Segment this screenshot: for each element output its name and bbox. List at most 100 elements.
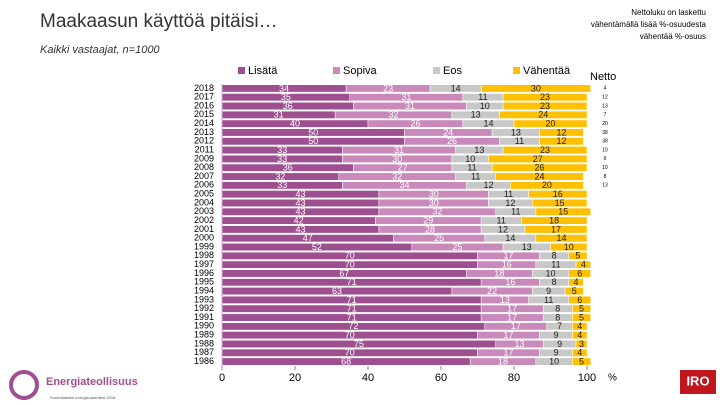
x-tick-label: 80	[508, 372, 520, 384]
data-label: 11	[511, 207, 520, 217]
data-label: 11	[471, 171, 480, 181]
y-tick-label: 2008	[194, 162, 214, 172]
data-label: 68	[341, 356, 351, 366]
data-label: 67	[339, 268, 349, 278]
y-tick-label: 2009	[194, 153, 214, 163]
legend-swatch	[333, 67, 340, 74]
x-tick-label: 40	[362, 372, 374, 384]
bar-segment	[575, 340, 588, 348]
bar-segment	[528, 190, 588, 199]
data-label: 5	[579, 312, 584, 322]
y-tick-label: 1990	[194, 321, 214, 331]
y-tick-label: 1987	[194, 347, 214, 357]
data-label: 11	[551, 260, 560, 270]
data-label: 12	[498, 224, 508, 234]
data-label: 70	[345, 348, 355, 358]
data-label: 4	[577, 330, 582, 340]
data-label: 20	[545, 119, 555, 129]
data-label: 32	[392, 171, 402, 181]
data-label: 32	[432, 207, 442, 217]
y-tick-label: 1998	[194, 250, 214, 260]
data-label: 17	[504, 251, 514, 261]
data-label: 11	[497, 215, 506, 225]
data-label: 10	[549, 356, 559, 366]
data-label: 5	[572, 286, 577, 296]
data-label: 71	[347, 312, 357, 322]
data-label: 50	[308, 136, 318, 146]
bar-segment	[539, 137, 584, 146]
note: vähentämällä lisää %-osuudesta	[591, 20, 707, 29]
data-label: 14	[451, 83, 461, 93]
netto-value: 38	[602, 130, 608, 136]
data-label: 31	[394, 145, 404, 155]
data-label: 11	[504, 189, 513, 199]
data-label: 72	[348, 321, 358, 331]
data-label: 30	[392, 154, 402, 164]
y-tick-label: 2018	[194, 83, 214, 93]
bar-segment	[539, 128, 584, 137]
data-label: 30	[531, 83, 541, 93]
netto-value: 38	[602, 139, 608, 145]
y-tick-label: 2015	[194, 109, 214, 119]
netto-value: 7	[604, 112, 607, 118]
x-unit: %	[608, 373, 617, 384]
data-label: 71	[347, 295, 357, 305]
data-label: 8	[552, 251, 557, 261]
data-label: 12	[556, 127, 566, 137]
data-label: 7	[557, 321, 562, 331]
chart-subtitle: Kaikki vastaajat, n=1000	[40, 44, 160, 56]
bar-segment	[535, 234, 588, 243]
y-tick-label: 1996	[194, 268, 214, 278]
data-label: 10	[480, 101, 490, 111]
netto-value: 8	[604, 174, 607, 180]
bar-segment	[488, 154, 588, 163]
legend-swatch	[433, 67, 440, 74]
data-label: 30	[429, 189, 439, 199]
legend-label: Lisätä	[248, 65, 278, 77]
bar-segment	[499, 110, 588, 119]
bar-segment	[572, 313, 591, 322]
legend-swatch	[238, 67, 245, 74]
y-tick-label: 2017	[194, 92, 214, 102]
data-label: 28	[425, 224, 435, 234]
netto-value: 13	[602, 183, 608, 189]
data-label: 23	[540, 101, 550, 111]
data-label: 6	[577, 268, 582, 278]
data-label: 70	[345, 251, 355, 261]
iro-logo	[680, 370, 716, 394]
data-label: 70	[345, 330, 355, 340]
y-tick-label: 2005	[194, 189, 214, 199]
y-tick-label: 2014	[194, 118, 214, 128]
bar-segment	[480, 84, 591, 93]
netto-value: 6	[604, 156, 607, 162]
data-label: 15	[558, 207, 568, 217]
data-label: 20	[542, 180, 552, 190]
y-tick-label: 2000	[194, 233, 214, 243]
data-label: 15	[555, 198, 565, 208]
data-label: 23	[540, 145, 550, 155]
y-tick-label: 1997	[194, 259, 214, 269]
data-label: 34	[279, 83, 289, 93]
y-tick-label: 1994	[194, 285, 214, 295]
data-label: 12	[556, 136, 566, 146]
legend-label: Sopiva	[343, 65, 378, 77]
data-label: 13	[500, 295, 510, 305]
data-label: 10	[564, 242, 574, 252]
y-tick-label: 2012	[194, 136, 214, 146]
data-label: 8	[552, 277, 557, 287]
data-label: 36	[283, 101, 293, 111]
data-label: 29	[423, 215, 433, 225]
data-label: 32	[275, 171, 285, 181]
data-label: 14	[556, 233, 566, 243]
data-label: 24	[443, 127, 453, 137]
x-tick-label: 20	[289, 372, 301, 384]
bar-segment	[502, 102, 588, 110]
data-label: 13	[514, 339, 524, 349]
data-label: 71	[347, 304, 357, 314]
bar-segment	[572, 357, 591, 366]
legend-label: Vähentää	[523, 65, 571, 77]
data-label: 33	[277, 180, 287, 190]
chart-title: Maakaasun käyttöä pitäisi…	[40, 11, 278, 32]
data-label: 33	[277, 154, 287, 164]
data-label: 27	[398, 163, 408, 173]
